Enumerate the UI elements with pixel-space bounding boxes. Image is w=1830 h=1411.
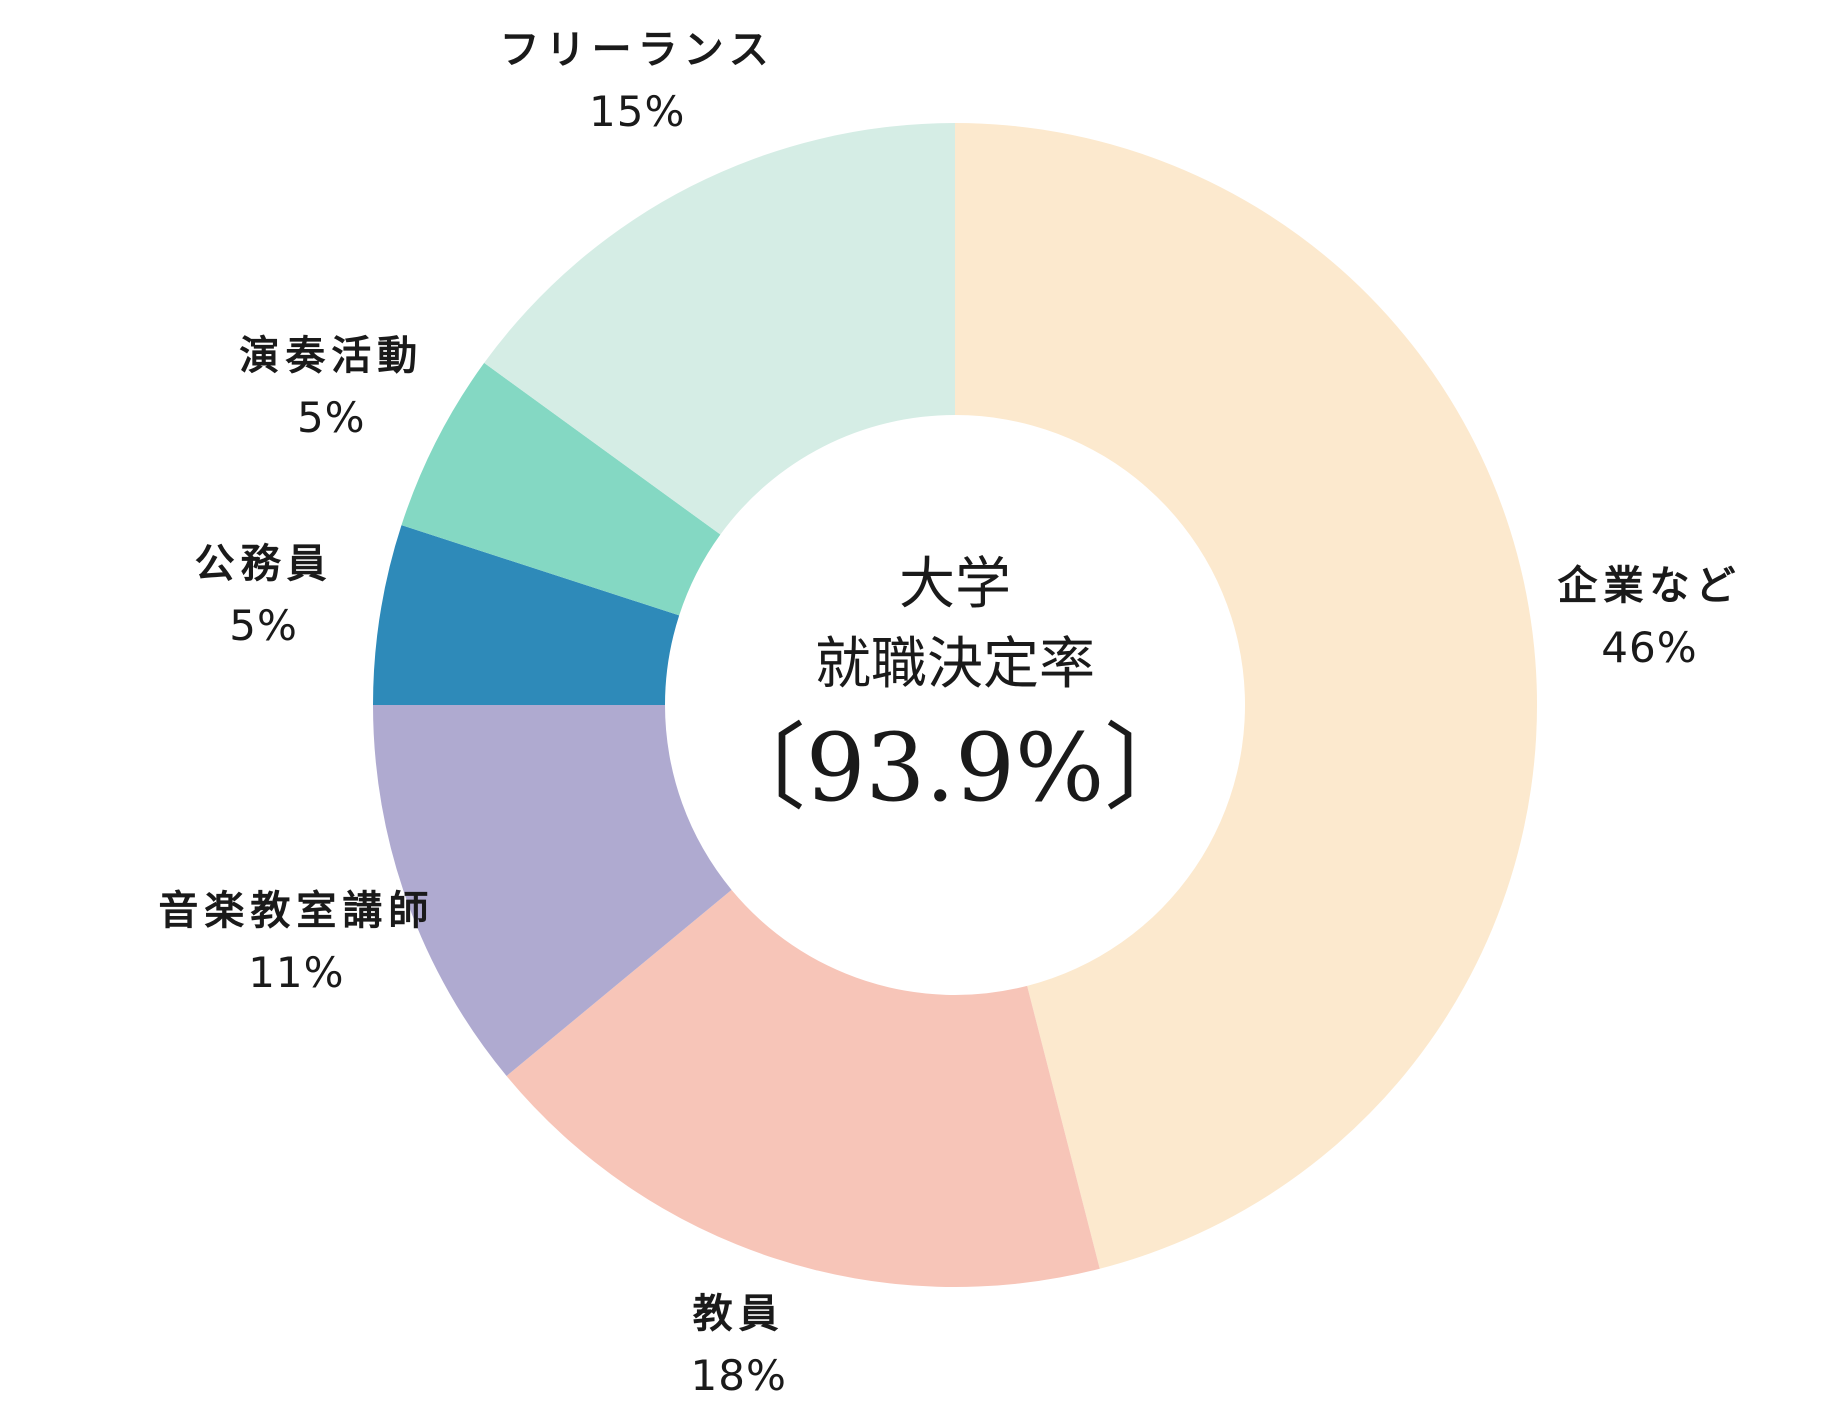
slice-6 — [484, 123, 955, 535]
slice-4 — [373, 525, 680, 705]
slice-value-label: 5% — [229, 601, 298, 651]
slice-category-label: 教員 — [692, 1291, 785, 1337]
slice-category-label: 音楽教室講師 — [158, 888, 435, 935]
slice-2 — [506, 889, 1100, 1288]
slice-value-label: 15% — [589, 87, 686, 137]
slice-value-label: 18% — [690, 1351, 787, 1400]
slice-label-5: 演奏活動 5% — [239, 325, 423, 449]
slice-label-2: 教員 18% — [691, 1283, 787, 1407]
slice-value-label: 5% — [296, 393, 366, 443]
donut-center-text: 大学 就職決定率 〔93.9%〕 — [712, 545, 1199, 831]
slice-value-label: 11% — [248, 948, 345, 998]
slice-label-1: 企業など 46% — [1557, 555, 1741, 679]
slice-label-4: 公務員 5% — [195, 533, 333, 657]
center-title-line2: 就職決定率 — [815, 632, 1095, 697]
slice-1 — [955, 122, 1538, 1269]
slice-value-label: 46% — [1601, 623, 1698, 673]
donut-slices — [373, 122, 1538, 1288]
slice-label-3: 音楽教室講師 11% — [158, 880, 434, 1004]
slice-3 — [373, 705, 732, 1076]
center-rate-value: 〔93.9%〕 — [711, 714, 1199, 823]
slice-label-6: フリーランス 15% — [500, 19, 775, 143]
center-title-line1: 大学 — [899, 552, 1011, 617]
slice-5 — [401, 362, 721, 616]
slice-category-label: フリーランス — [499, 27, 775, 74]
slice-category-label: 演奏活動 — [239, 333, 424, 380]
slice-category-label: 企業など — [1557, 563, 1742, 610]
slice-category-label: 公務員 — [194, 541, 333, 588]
